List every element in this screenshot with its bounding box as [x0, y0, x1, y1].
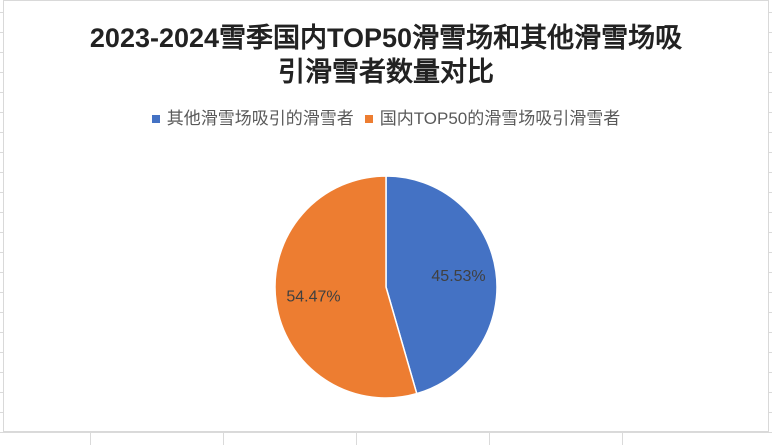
legend-item-top50-resorts: 国内TOP50的滑雪场吸引滑雪者 — [364, 109, 621, 129]
pie-chart: 45.53% 54.47% — [274, 175, 498, 399]
data-label-other-resorts: 45.53% — [431, 268, 485, 285]
legend-item-other-resorts: 其他滑雪场吸引的滑雪者 — [151, 109, 354, 129]
pie-slice-top50-resorts[interactable] — [274, 175, 418, 399]
data-label-top50-resorts: 54.47% — [286, 288, 340, 305]
legend-swatch-top50-resorts — [364, 115, 373, 123]
legend: 其他滑雪场吸引的滑雪者 国内TOP50的滑雪场吸引滑雪者 — [4, 109, 768, 129]
pie-slice-other-resorts[interactable] — [385, 175, 498, 395]
chart-area[interactable]: 2023-2024雪季国内TOP50滑雪场和其他滑雪场吸引滑雪者数量对比 其他滑… — [3, 0, 769, 432]
legend-swatch-other-resorts — [151, 115, 160, 123]
chart-title: 2023-2024雪季国内TOP50滑雪场和其他滑雪场吸引滑雪者数量对比 — [89, 23, 683, 87]
legend-label-other-resorts: 其他滑雪场吸引的滑雪者 — [166, 109, 354, 128]
legend-label-top50-resorts: 国内TOP50的滑雪场吸引滑雪者 — [379, 109, 621, 128]
